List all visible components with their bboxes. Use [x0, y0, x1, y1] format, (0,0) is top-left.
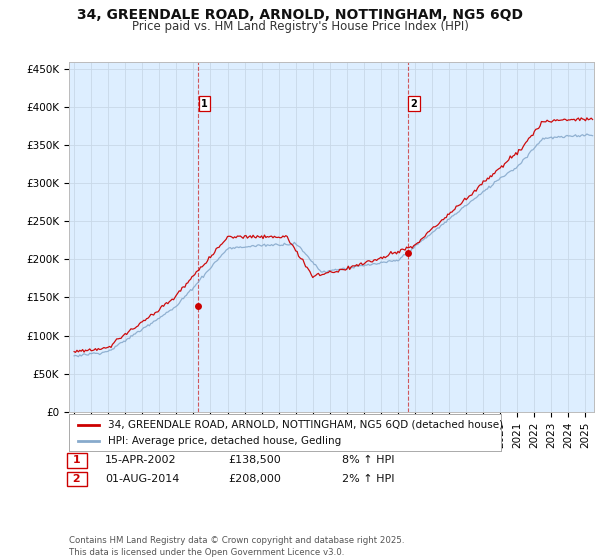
Text: Contains HM Land Registry data © Crown copyright and database right 2025.
This d: Contains HM Land Registry data © Crown c…: [69, 536, 404, 557]
Text: 2% ↑ HPI: 2% ↑ HPI: [342, 474, 395, 484]
Text: 01-AUG-2014: 01-AUG-2014: [105, 474, 179, 484]
Text: 15-APR-2002: 15-APR-2002: [105, 455, 176, 465]
Text: £138,500: £138,500: [228, 455, 281, 465]
Text: 34, GREENDALE ROAD, ARNOLD, NOTTINGHAM, NG5 6QD (detached house): 34, GREENDALE ROAD, ARNOLD, NOTTINGHAM, …: [108, 419, 503, 430]
Text: 2: 2: [410, 99, 417, 109]
Text: 1: 1: [69, 455, 85, 465]
Text: 8% ↑ HPI: 8% ↑ HPI: [342, 455, 395, 465]
Text: HPI: Average price, detached house, Gedling: HPI: Average price, detached house, Gedl…: [108, 436, 341, 446]
Text: 34, GREENDALE ROAD, ARNOLD, NOTTINGHAM, NG5 6QD: 34, GREENDALE ROAD, ARNOLD, NOTTINGHAM, …: [77, 8, 523, 22]
Text: 1: 1: [201, 99, 208, 109]
Text: 2: 2: [69, 474, 85, 484]
Text: £208,000: £208,000: [228, 474, 281, 484]
Text: Price paid vs. HM Land Registry's House Price Index (HPI): Price paid vs. HM Land Registry's House …: [131, 20, 469, 32]
